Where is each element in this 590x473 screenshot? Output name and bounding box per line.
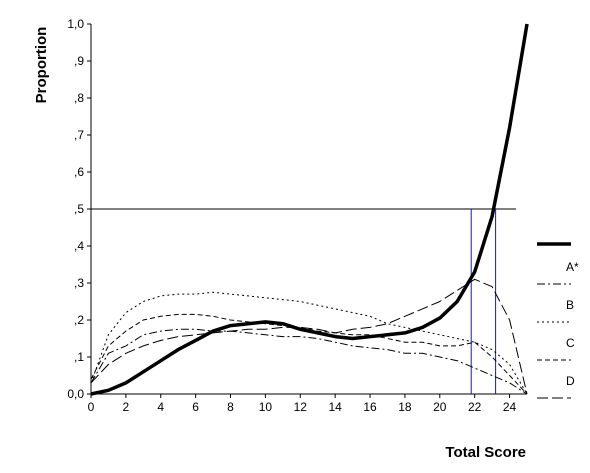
x-tick-group: 0 2 4 6 8 10 12 14 16 18 20 22 24 xyxy=(88,394,517,414)
x-axis-title: Total Score xyxy=(445,444,526,461)
x-tick-label: 20 xyxy=(433,400,447,414)
x-tick-label: 10 xyxy=(259,400,273,414)
y-tick-label: ,5 xyxy=(74,202,84,216)
y-tick-label: ,4 xyxy=(74,239,84,253)
y-tick-label: ,2 xyxy=(74,313,84,327)
x-tick-label: 14 xyxy=(328,400,342,414)
x-tick-label: 8 xyxy=(227,400,234,414)
series-line-b xyxy=(90,291,528,395)
legend-label: D xyxy=(566,374,575,388)
y-tick-label: ,9 xyxy=(74,54,84,68)
x-tick-label: 0 xyxy=(88,400,95,414)
legend: A* B C D xyxy=(537,242,579,399)
x-tick-label: 18 xyxy=(398,400,412,414)
x-tick-label: 6 xyxy=(192,400,199,414)
y-tick-label: 1,0 xyxy=(67,17,84,31)
legend-label: B xyxy=(566,298,574,312)
y-tick-label: ,3 xyxy=(74,276,84,290)
series-line-d xyxy=(90,278,528,395)
x-tick-label: 4 xyxy=(157,400,164,414)
y-tick-label: ,8 xyxy=(74,91,84,105)
x-tick-label: 16 xyxy=(363,400,377,414)
x-tick-label: 22 xyxy=(468,400,482,414)
x-tick-label: 2 xyxy=(123,400,130,414)
x-tick-label: 12 xyxy=(294,400,308,414)
y-tick-group: 0,0 ,1 ,2 ,3 ,4 ,5 ,6 ,7 ,8 ,9 1,0 xyxy=(67,17,91,401)
y-tick-label: ,6 xyxy=(74,165,84,179)
legend-label: C xyxy=(566,336,575,350)
series-line-main xyxy=(90,23,529,396)
y-tick-label: ,7 xyxy=(74,128,84,142)
legend-label: A* xyxy=(566,260,579,274)
y-tick-label: 0,0 xyxy=(67,387,84,401)
series-group xyxy=(90,23,529,396)
reference-lines xyxy=(91,208,516,394)
series-line-a-star xyxy=(90,328,528,395)
series-line-c xyxy=(90,313,528,395)
y-tick-label: ,1 xyxy=(74,350,84,364)
x-tick-label: 24 xyxy=(503,400,517,414)
y-axis-title: Proportion xyxy=(33,27,50,104)
